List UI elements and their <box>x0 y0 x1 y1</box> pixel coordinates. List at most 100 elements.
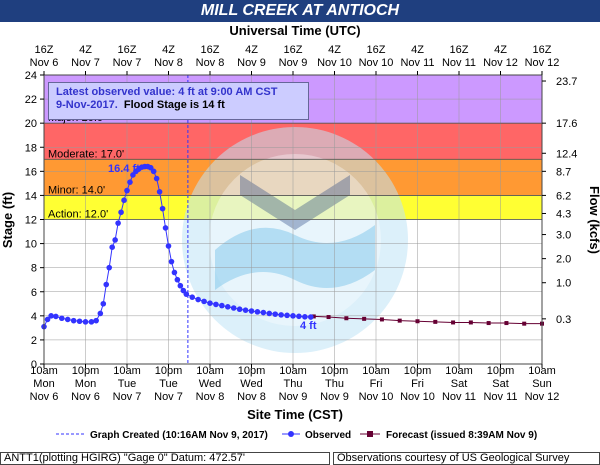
bottom-tick-label: 10am <box>362 365 390 377</box>
stage-label: Moderate: 17.0' <box>48 148 124 160</box>
top-tick-label: 4Z <box>411 44 424 56</box>
bottom-axis-title: Site Time (CST) <box>247 407 343 422</box>
observed-point <box>76 318 83 325</box>
legend-forecast-text: Forecast (issued 8:39AM Nov 9) <box>386 430 537 441</box>
bottom-tick-label: Nov 6 <box>30 391 59 403</box>
y-tick-label: 16 <box>25 166 37 178</box>
observed-point <box>112 237 118 243</box>
observed-point <box>150 168 157 175</box>
bottom-tick-label: Nov 11 <box>442 391 476 403</box>
top-tick-label: 16Z <box>450 44 469 56</box>
observed-point <box>159 205 166 212</box>
forecast-point <box>344 316 349 321</box>
top-tick-date: Nov 7 <box>71 57 100 69</box>
bottom-tick-label: Sat <box>451 378 468 390</box>
observed-point <box>296 313 302 320</box>
observed-point <box>109 244 115 250</box>
observed-point <box>127 179 133 185</box>
y-tick-label: 8 <box>31 263 37 275</box>
forecast-series <box>311 314 544 326</box>
observed-point <box>230 305 237 311</box>
observed-point <box>254 309 261 315</box>
top-tick-label: 16Z <box>35 44 54 56</box>
y-tick-label: 0 <box>31 359 37 371</box>
y-right-tick-label: 17.6 <box>556 118 577 130</box>
bottom-tick-label: Thu <box>325 378 344 390</box>
observed-point <box>236 306 243 313</box>
observed-point <box>266 310 273 317</box>
top-tick-label: 16Z <box>201 44 220 56</box>
y-axis-right-label: Flow (kcfs) <box>587 186 600 254</box>
bottom-tick-label: Nov 10 <box>359 391 394 403</box>
top-tick-date: Nov 12 <box>525 57 560 69</box>
bottom-tick-label: Nov 7 <box>154 391 183 403</box>
observed-point <box>106 264 113 271</box>
bottom-tick-label: 10pm <box>155 365 183 377</box>
forecast-point <box>486 321 491 326</box>
observed-point <box>248 308 255 314</box>
bottom-tick-label: Sat <box>492 378 509 390</box>
latest-value-callout: Latest observed value: 4 ft at 9:00 AM C… <box>48 82 309 120</box>
observed-point <box>195 296 201 303</box>
y-right-tick-label: 0.3 <box>556 314 571 326</box>
observed-point <box>189 294 196 300</box>
top-tick-label: 4Z <box>79 44 92 56</box>
bottom-tick-label: Nov 9 <box>279 391 308 403</box>
observed-point <box>156 189 163 195</box>
bottom-tick-label: 10am <box>528 365 556 377</box>
observed-point <box>103 281 110 288</box>
top-axis-title: Universal Time (UTC) <box>229 23 360 38</box>
observed-point <box>97 310 104 317</box>
callout-line1: Latest observed value: 4 ft at 9:00 AM C… <box>56 86 278 98</box>
top-tick-date: Nov 11 <box>442 57 476 69</box>
observed-point <box>124 187 130 194</box>
bottom-tick-label: 10am <box>30 365 58 377</box>
legend-observed-text: Observed <box>305 430 351 441</box>
bottom-tick-label: Nov 8 <box>237 391 266 403</box>
observed-point <box>213 301 219 308</box>
bottom-tick-label: Nov 6 <box>71 391 100 403</box>
top-tick-label: 16Z <box>118 44 137 56</box>
forecast-point <box>379 317 384 322</box>
bottom-tick-label: Nov 9 <box>320 391 349 403</box>
y-axis-left-label: Stage (ft) <box>0 192 15 248</box>
observed-point <box>100 300 107 307</box>
y-tick-label: 24 <box>25 70 37 82</box>
observed-point <box>70 317 77 324</box>
top-tick-label: 16Z <box>284 44 303 56</box>
bottom-tick-label: Nov 7 <box>113 391 142 403</box>
y-right-tick-label: 1.0 <box>556 278 571 290</box>
bottom-tick-label: 10pm <box>487 365 515 377</box>
top-tick-date: Nov 9 <box>237 57 266 69</box>
observed-point <box>260 309 267 316</box>
top-tick-date: Nov 10 <box>317 57 352 69</box>
bottom-tick-label: 10am <box>113 365 141 377</box>
observed-point <box>183 291 190 297</box>
callout-line2: 9-Nov-2017. Flood Stage is 14 ft <box>56 99 308 112</box>
bottom-tick-label: 10pm <box>238 365 266 377</box>
bottom-tick-label: Nov 8 <box>196 391 225 403</box>
observed-point <box>93 317 99 324</box>
top-tick-date: Nov 8 <box>196 57 225 69</box>
y-right-tick-label: 23.7 <box>556 76 577 88</box>
observed-point <box>278 312 284 318</box>
observed-point <box>290 313 296 319</box>
noaa-logo-watermark <box>182 127 408 353</box>
top-tick-label: 4Z <box>494 44 507 56</box>
legend-forecast-marker <box>367 431 373 437</box>
bottom-tick-label: Nov 11 <box>483 391 517 403</box>
top-tick-date: Nov 8 <box>154 57 183 69</box>
observed-point <box>171 269 178 276</box>
legend-created-text: Graph Created (10:16AM Nov 9, 2017) <box>90 430 268 441</box>
callout-date: 9-Nov-2017. <box>56 99 118 111</box>
forecast-point <box>326 315 331 320</box>
latest-value-label: 4 ft <box>300 320 317 332</box>
observed-point <box>48 313 54 319</box>
observed-point <box>121 197 127 204</box>
observed-point <box>82 319 89 325</box>
y-right-tick-label: 3.0 <box>556 230 571 242</box>
y-tick-label: 4 <box>31 311 37 323</box>
observed-point <box>53 313 59 320</box>
